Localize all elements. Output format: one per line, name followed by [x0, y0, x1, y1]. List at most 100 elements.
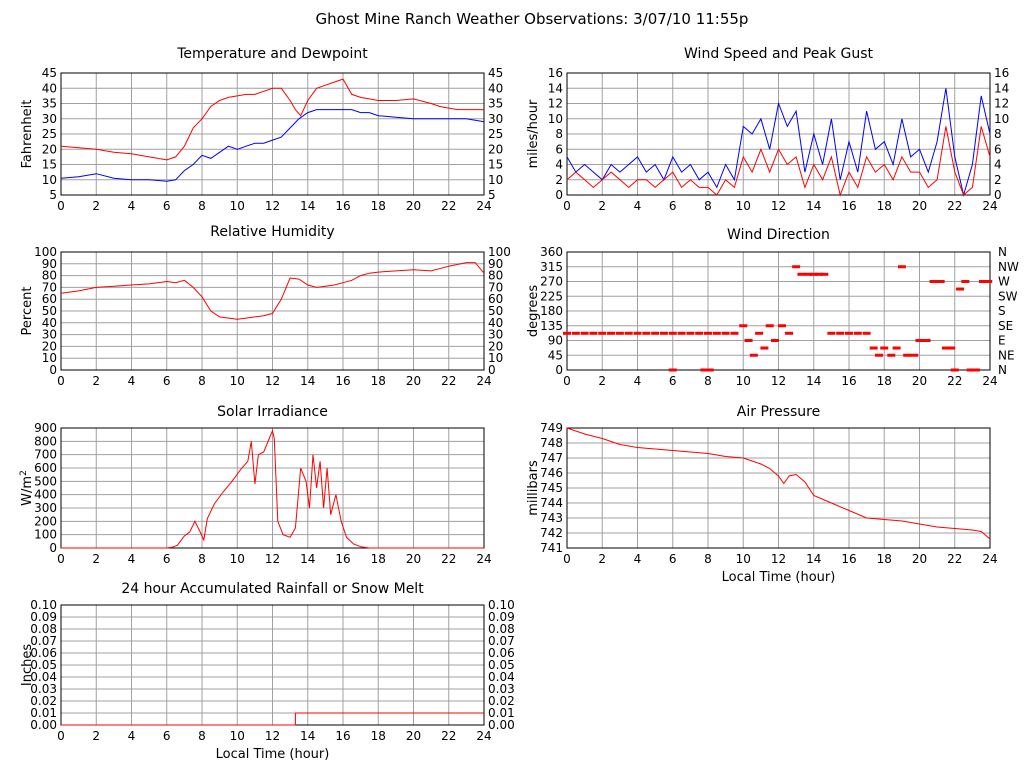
y-tick-label-right: 45 — [488, 66, 503, 80]
x-tick-label: 18 — [877, 199, 892, 213]
data-point — [880, 346, 889, 350]
data-point — [929, 280, 938, 283]
data-point — [978, 280, 987, 283]
compass-label: NW — [998, 260, 1019, 274]
y-tick-label: 0 — [49, 363, 57, 377]
data-point — [809, 272, 818, 276]
y-tick-label-right: 30 — [488, 328, 503, 342]
data-point — [686, 331, 695, 335]
y-tick-label: 600 — [34, 461, 57, 475]
y-axis-label: Fahrenheit — [20, 100, 35, 169]
y-tick-label-right: 0 — [994, 188, 1002, 202]
x-tick-label: 0 — [563, 374, 571, 388]
data-point — [778, 324, 787, 328]
y-tick-label: 270 — [540, 275, 563, 289]
y-tick-label-right: 35 — [488, 97, 503, 111]
data-point — [971, 368, 980, 372]
y-tick-label-right: 30 — [488, 112, 503, 126]
x-tick-label: 4 — [128, 729, 136, 743]
x-tick-label: 18 — [371, 552, 386, 566]
x-tick-label: 24 — [982, 374, 997, 388]
x-tick-label: 0 — [57, 199, 65, 213]
x-tick-label: 24 — [476, 729, 491, 743]
data-point — [785, 331, 794, 335]
x-tick-label: 8 — [198, 552, 206, 566]
y-tick-label-right: 0.08 — [488, 622, 515, 636]
x-tick-label: 10 — [230, 199, 245, 213]
x-tick-label: 14 — [300, 552, 315, 566]
x-tick-label: 0 — [57, 729, 65, 743]
y-tick-label-right: 15 — [488, 158, 503, 172]
data-point — [936, 280, 945, 283]
data-point — [792, 265, 801, 269]
y-tick-label: 8 — [555, 127, 563, 141]
chart-title: Solar Irradiance — [217, 404, 328, 420]
x-tick-label: 0 — [57, 552, 65, 566]
y-tick-label: 0 — [49, 541, 57, 555]
chart-rainfall: 24 hour Accumulated Rainfall or Snow Mel… — [20, 581, 515, 762]
data-point — [607, 331, 616, 335]
data-point — [874, 353, 883, 357]
data-point — [712, 331, 721, 335]
x-tick-label: 8 — [198, 729, 206, 743]
data-point — [815, 272, 824, 276]
y-tick-label-right: 0.09 — [488, 610, 515, 624]
y-tick-label-right: 8 — [994, 127, 1002, 141]
plot-frame — [60, 72, 485, 196]
x-axis-label: Local Time (hour) — [722, 570, 836, 585]
x-tick-label: 12 — [265, 729, 280, 743]
y-tick-label-right: 40 — [488, 81, 503, 95]
y-tick-label: 315 — [540, 260, 563, 274]
y-tick-label: 4 — [555, 158, 563, 172]
y-tick-label: 0.03 — [30, 682, 57, 696]
y-tick-label-right: 12 — [994, 97, 1009, 111]
x-tick-label: 6 — [163, 729, 171, 743]
data-point — [760, 346, 769, 350]
data-point — [651, 331, 660, 335]
y-tick-label: 0.06 — [30, 646, 57, 660]
data-point — [659, 331, 668, 335]
y-tick-label-right: 4 — [994, 158, 1002, 172]
data-point — [887, 353, 896, 357]
y-tick-label: 10 — [42, 173, 57, 187]
data-point — [615, 331, 624, 335]
data-point — [922, 339, 931, 342]
y-tick-label: 749 — [540, 421, 563, 435]
y-tick-label-right: 0.04 — [488, 670, 515, 684]
y-tick-label: 745 — [540, 481, 563, 495]
x-tick-label: 12 — [771, 199, 786, 213]
x-tick-label: 14 — [806, 552, 821, 566]
data-point — [765, 324, 774, 328]
data-point — [836, 331, 845, 335]
plot-frame — [60, 427, 485, 549]
data-point — [721, 331, 730, 335]
y-tick-label-right: 0.07 — [488, 634, 515, 648]
data-point — [705, 368, 714, 372]
x-tick-label: 16 — [841, 552, 856, 566]
data-point — [633, 331, 642, 335]
compass-label: N — [998, 363, 1007, 377]
data-point — [730, 331, 739, 335]
x-tick-label: 0 — [563, 552, 571, 566]
y-tick-label-right: 0.01 — [488, 706, 515, 720]
x-tick-label: 22 — [947, 552, 962, 566]
x-tick-label: 22 — [947, 199, 962, 213]
x-tick-label: 20 — [406, 374, 421, 388]
y-tick-label-right: 5 — [488, 188, 496, 202]
data-point — [580, 331, 589, 335]
y-tick-label-right: 16 — [994, 66, 1009, 80]
y-tick-label: 60 — [42, 292, 57, 306]
data-point — [897, 265, 906, 269]
y-tick-label: 5 — [49, 188, 57, 202]
y-tick-label: 0.09 — [30, 610, 57, 624]
y-tick-label: 40 — [42, 81, 57, 95]
y-tick-label: 0 — [555, 363, 563, 377]
y-tick-label: 135 — [540, 319, 563, 333]
y-tick-label: 747 — [540, 451, 563, 465]
x-tick-label: 20 — [912, 374, 927, 388]
y-tick-label: 100 — [34, 245, 57, 259]
y-tick-label: 20 — [42, 142, 57, 156]
x-tick-label: 2 — [598, 552, 606, 566]
